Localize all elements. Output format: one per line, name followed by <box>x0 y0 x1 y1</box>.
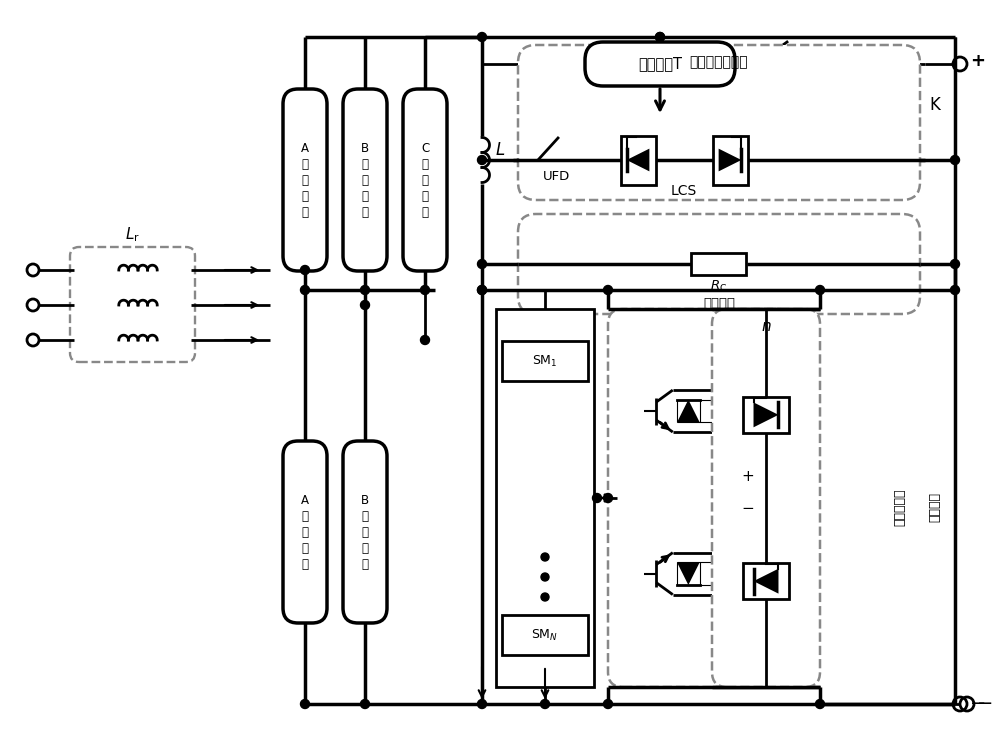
Bar <box>743 397 789 433</box>
Circle shape <box>360 286 370 295</box>
Bar <box>620 136 656 185</box>
Text: −: − <box>977 695 993 714</box>
Circle shape <box>656 33 664 42</box>
Text: UFD: UFD <box>543 170 570 183</box>
Circle shape <box>604 286 612 295</box>
Polygon shape <box>719 148 741 171</box>
Circle shape <box>951 260 960 269</box>
FancyBboxPatch shape <box>343 89 387 271</box>
FancyBboxPatch shape <box>585 42 735 86</box>
FancyBboxPatch shape <box>518 45 920 200</box>
Bar <box>712 136 748 185</box>
FancyBboxPatch shape <box>608 309 793 687</box>
Text: $n$: $n$ <box>761 319 771 334</box>
Circle shape <box>478 33 486 42</box>
Circle shape <box>360 301 370 309</box>
Text: −: − <box>970 695 986 714</box>
Circle shape <box>300 286 310 295</box>
Text: B
相
下
桥
臂: B 相 下 桥 臂 <box>361 493 369 571</box>
Circle shape <box>541 573 549 581</box>
Circle shape <box>300 266 310 275</box>
Text: −: − <box>742 501 755 516</box>
FancyBboxPatch shape <box>70 247 195 362</box>
Text: +: + <box>970 52 985 70</box>
FancyBboxPatch shape <box>343 441 387 623</box>
Circle shape <box>478 286 486 295</box>
Bar <box>502 341 588 381</box>
FancyBboxPatch shape <box>403 89 447 271</box>
FancyBboxPatch shape <box>712 309 820 687</box>
Text: +: + <box>742 469 755 484</box>
Text: A
相
下
桥
臂: A 相 下 桥 臂 <box>301 493 309 571</box>
Text: 通态低损耗支路: 通态低损耗支路 <box>690 55 748 69</box>
Polygon shape <box>754 568 778 594</box>
FancyBboxPatch shape <box>283 441 327 623</box>
Circle shape <box>478 286 486 295</box>
Circle shape <box>592 493 602 502</box>
Bar <box>502 615 588 655</box>
Circle shape <box>541 553 549 561</box>
Text: K: K <box>930 96 940 114</box>
Circle shape <box>478 260 486 269</box>
Text: $L_\mathrm{r}$: $L_\mathrm{r}$ <box>125 226 140 244</box>
Text: $L$: $L$ <box>495 141 505 159</box>
Circle shape <box>604 493 612 502</box>
Text: SM$_1$: SM$_1$ <box>532 353 558 369</box>
Circle shape <box>951 156 960 165</box>
FancyBboxPatch shape <box>283 89 327 271</box>
Polygon shape <box>677 562 700 585</box>
Circle shape <box>540 700 550 709</box>
Text: LCS: LCS <box>671 184 697 198</box>
Text: 耗能模块T: 耗能模块T <box>638 56 682 71</box>
Bar <box>743 563 789 599</box>
Circle shape <box>360 700 370 709</box>
Text: A
相
上
桥
臂: A 相 上 桥 臂 <box>301 142 309 218</box>
Text: C
相
上
桥
臂: C 相 上 桥 臂 <box>421 142 429 218</box>
Circle shape <box>420 335 430 344</box>
Polygon shape <box>754 402 778 427</box>
Circle shape <box>815 286 824 295</box>
Circle shape <box>951 286 960 295</box>
Text: 并联支路: 并联支路 <box>928 492 942 522</box>
Circle shape <box>300 700 310 709</box>
Text: B
相
上
桥
臂: B 相 上 桥 臂 <box>361 142 369 218</box>
Polygon shape <box>627 148 649 171</box>
Circle shape <box>604 700 612 709</box>
FancyBboxPatch shape <box>518 214 920 314</box>
Text: SM$_N$: SM$_N$ <box>531 628 559 643</box>
Circle shape <box>478 700 486 709</box>
Circle shape <box>420 286 430 295</box>
Text: 外部晶闸管: 外部晶闸管 <box>894 488 906 526</box>
Text: $R_\mathrm{C}$
耗能支路: $R_\mathrm{C}$ 耗能支路 <box>703 279 735 310</box>
Circle shape <box>815 700 824 709</box>
Bar <box>691 253 746 275</box>
Circle shape <box>478 156 486 165</box>
Polygon shape <box>677 400 700 422</box>
Circle shape <box>656 33 664 42</box>
Bar <box>496 309 594 687</box>
Circle shape <box>541 593 549 601</box>
